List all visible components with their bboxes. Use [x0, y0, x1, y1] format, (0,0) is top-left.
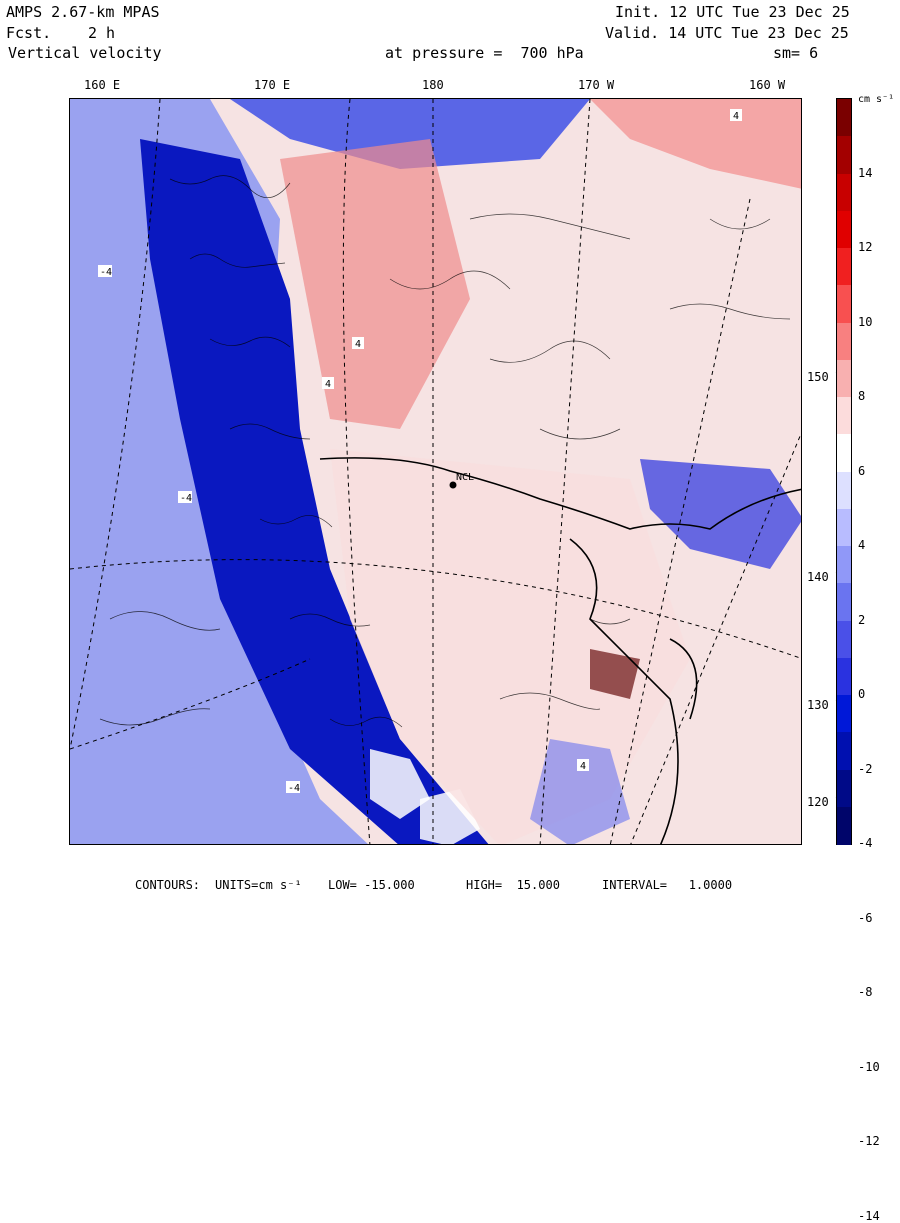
- colorbar-segment: [837, 657, 851, 696]
- contour-label: 4: [580, 761, 586, 772]
- station-marker-icon: [449, 481, 457, 489]
- colorbar-segment: [837, 397, 851, 435]
- colorbar-segment: [837, 620, 851, 659]
- colorbar-label: 4: [858, 538, 866, 552]
- forecast-hour: 2 h: [88, 24, 116, 42]
- colorbar-label: -8: [858, 985, 873, 999]
- footer-high: HIGH= 15.000: [466, 878, 560, 892]
- contour-label: 4: [325, 379, 331, 390]
- colorbar-segment: [837, 210, 851, 249]
- contour-label: -4: [100, 267, 112, 278]
- colorbar-segment: [837, 471, 851, 510]
- colorbar-label: 6: [858, 463, 866, 478]
- pressure-level: at pressure = 700 hPa: [385, 44, 584, 62]
- model-title: AMPS 2.67-km MPAS: [6, 3, 160, 21]
- colorbar-segment: [837, 769, 851, 808]
- footer-contours: CONTOURS:: [135, 878, 201, 892]
- colorbar-segment: [837, 546, 851, 584]
- colorbar-label: -2: [858, 761, 873, 776]
- colorbar-label: 0: [858, 687, 866, 701]
- colorbar-segment: [837, 434, 851, 472]
- colorbar-label: 8: [858, 389, 866, 403]
- forecast-label: Fcst.: [6, 24, 52, 42]
- lon-tick-160w: 160 W: [749, 78, 786, 92]
- colorbar-segment: [837, 732, 851, 770]
- init-time: Init. 12 UTC Tue 23 Dec 25: [615, 3, 850, 21]
- colorbar-segment: [837, 359, 851, 398]
- smoothing: sm= 6: [773, 44, 819, 62]
- vertical-velocity-map[interactable]: NCL 4 -4 4 4 -4 4 -4: [69, 98, 802, 845]
- colorbar-label: -6: [858, 910, 873, 925]
- colorbar-segment: [837, 285, 851, 323]
- footer-interval: INTERVAL= 1.0000: [602, 878, 733, 892]
- lon-tick-180: 180: [422, 78, 444, 92]
- colorbar-label: 10: [858, 314, 873, 329]
- map-canvas: NCL 4 -4 4 4 -4 4 -4: [70, 99, 801, 844]
- colorbar-segment: [837, 136, 851, 174]
- colorbar-segment: [837, 583, 851, 621]
- footer-units: UNITS=cm s⁻¹: [215, 878, 302, 892]
- colorbar-segment: [837, 173, 851, 212]
- contour-label: -4: [180, 493, 192, 504]
- colorbar-label: -12: [858, 1134, 880, 1148]
- colorbar-label: -14: [858, 1208, 880, 1223]
- station-label: NCL: [456, 472, 474, 483]
- lon-tick-160e: 160 E: [84, 78, 121, 92]
- contour-label: 4: [355, 339, 361, 350]
- colorbar-segment: [837, 99, 851, 137]
- colorbar-segment: [837, 248, 851, 286]
- lon-tick-170w: 170 W: [578, 78, 615, 92]
- colorbar-label: -4: [858, 836, 873, 850]
- colorbar-units: cm s⁻¹: [858, 94, 895, 105]
- lon-tick-170e: 170 E: [254, 78, 291, 92]
- colorbar-segment: [837, 322, 851, 361]
- colorbar: [836, 98, 852, 845]
- colorbar-segment: [837, 508, 851, 547]
- colorbar-label: 14: [858, 165, 873, 180]
- colorbar-segment: [837, 806, 851, 845]
- valid-time: Valid. 14 UTC Tue 23 Dec 25: [605, 24, 849, 42]
- colorbar-label: 2: [858, 612, 866, 627]
- contour-label: 4: [733, 111, 739, 122]
- footer-low: LOW= -15.000: [328, 878, 415, 892]
- colorbar-label: -10: [858, 1059, 880, 1074]
- colorbar-segment: [837, 695, 851, 733]
- colorbar-label: 12: [858, 240, 873, 254]
- contour-label: -4: [288, 783, 300, 794]
- field-name: Vertical velocity: [8, 44, 162, 62]
